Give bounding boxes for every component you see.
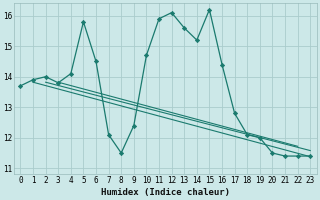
X-axis label: Humidex (Indice chaleur): Humidex (Indice chaleur) [101,188,230,197]
